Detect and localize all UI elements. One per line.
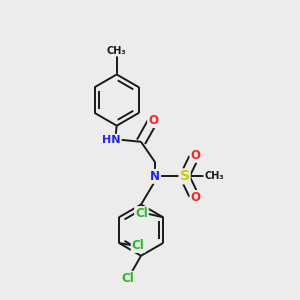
Text: HN: HN bbox=[102, 135, 121, 145]
Text: Cl: Cl bbox=[122, 272, 135, 285]
Text: Cl: Cl bbox=[135, 207, 148, 220]
Text: S: S bbox=[180, 169, 190, 183]
Text: N: N bbox=[150, 170, 160, 183]
Text: CH₃: CH₃ bbox=[204, 171, 224, 182]
Text: O: O bbox=[148, 114, 158, 127]
Text: O: O bbox=[190, 191, 201, 204]
Text: Cl: Cl bbox=[132, 239, 144, 252]
Text: CH₃: CH₃ bbox=[107, 46, 127, 56]
Text: O: O bbox=[190, 149, 201, 162]
